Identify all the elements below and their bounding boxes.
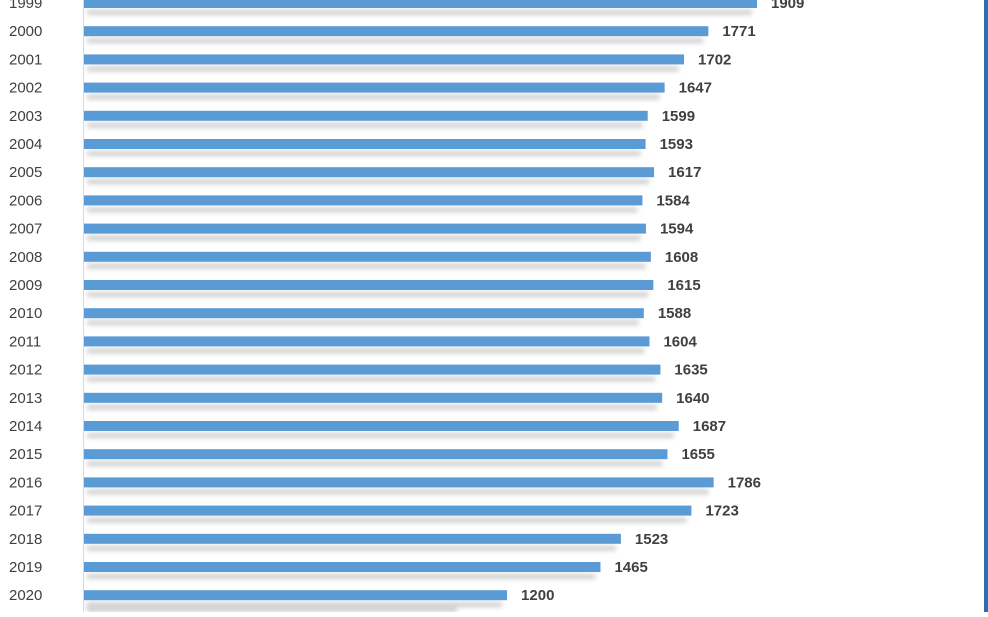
category-tick-label: 2018 [9, 531, 42, 548]
category-tick-label: 2000 [9, 23, 42, 40]
bar [84, 449, 668, 460]
category-tick-label: 2017 [9, 503, 42, 520]
bar [84, 562, 601, 572]
value-data-label: 1593 [660, 136, 693, 153]
bar-shadow [87, 602, 503, 608]
value-data-label: 1771 [722, 23, 755, 40]
bar-shadow [87, 606, 457, 612]
value-data-label: 1655 [681, 446, 714, 463]
bar [84, 0, 757, 8]
bar-shadow [87, 489, 709, 495]
bar [84, 139, 646, 149]
bar [84, 392, 663, 403]
bar-shadow [87, 10, 752, 15]
bars [84, 0, 757, 601]
category-tick-label: 2010 [9, 305, 42, 322]
bar [84, 195, 643, 206]
bar [84, 364, 661, 375]
bar [84, 251, 651, 262]
category-tick-label: 2004 [9, 136, 42, 153]
value-data-label: 1584 [656, 192, 690, 209]
category-tick-label: 2020 [9, 587, 42, 604]
category-tick-label: 2003 [9, 108, 42, 125]
bar-shadow [87, 235, 641, 241]
bar [84, 54, 685, 65]
bar [84, 590, 508, 601]
bar-shadow [87, 517, 687, 523]
value-data-label: 1588 [658, 305, 691, 322]
bar [84, 167, 655, 178]
category-tick-label: 1999 [9, 0, 42, 12]
category-tick-label: 2009 [9, 277, 42, 294]
bar-shadow [87, 66, 680, 72]
bar [84, 421, 679, 431]
value-data-label: 1786 [728, 474, 761, 491]
bar [84, 533, 621, 544]
bar-shadow [87, 38, 704, 44]
bar-shadow [87, 461, 663, 467]
bar-shadow [87, 433, 674, 438]
bar [84, 110, 648, 121]
category-tick-label: 2014 [9, 418, 42, 435]
value-data-label: 1723 [705, 503, 738, 520]
value-data-label: 1647 [679, 80, 712, 97]
value-data-labels: 1909 1771 1702 1647 1599 1593 1617 1584 1594 1608… [521, 0, 804, 604]
value-data-label: 1640 [676, 390, 709, 407]
bar [84, 26, 709, 37]
frame-border [984, 0, 988, 612]
bar [84, 336, 650, 347]
category-tick-label: 2005 [9, 164, 42, 181]
bar-shadow [87, 574, 596, 579]
category-tick-label: 2011 [9, 333, 41, 350]
value-data-label: 1615 [667, 277, 700, 294]
bar-shadow [87, 94, 660, 100]
category-tick-label: 2016 [9, 474, 42, 491]
bar [84, 308, 644, 319]
value-data-label: 1608 [665, 249, 698, 266]
value-data-label: 1909 [771, 0, 804, 12]
bar-shadow [87, 292, 649, 297]
value-data-label: 1617 [668, 164, 701, 181]
value-data-label: 1465 [614, 559, 647, 576]
bar-shadow [87, 207, 638, 213]
bar-shadow [87, 179, 650, 185]
value-data-label: 1599 [662, 108, 695, 125]
bar-shadow [87, 376, 656, 382]
category-tick-label: 2013 [9, 390, 42, 407]
bar [84, 505, 692, 516]
bar-shadows [87, 10, 752, 612]
bar-shadow [87, 263, 646, 269]
value-data-label: 1604 [663, 333, 697, 350]
value-data-label: 1702 [698, 51, 731, 68]
value-data-label: 1687 [693, 418, 726, 435]
category-tick-label: 2002 [9, 80, 42, 97]
category-tick-label: 2015 [9, 446, 42, 463]
category-tick-label: 2001 [9, 51, 42, 68]
value-data-label: 1594 [660, 221, 694, 238]
category-tick-label: 2008 [9, 249, 42, 266]
value-data-label: 1200 [521, 587, 554, 604]
value-data-label: 1635 [674, 362, 707, 379]
bar [84, 223, 646, 234]
bar [84, 280, 654, 290]
category-tick-label: 2012 [9, 362, 42, 379]
bar-shadow [87, 122, 643, 128]
bar-shadow [87, 320, 639, 326]
bar-shadow [87, 348, 645, 354]
bar-shadow [87, 151, 641, 156]
value-data-label: 1523 [635, 531, 668, 548]
category-tick-label: 2019 [9, 559, 42, 576]
category-tick-label: 2006 [9, 192, 42, 209]
bar-shadow [87, 404, 658, 410]
bar [84, 82, 665, 93]
bar [84, 477, 714, 488]
category-tick-labels: 1999 2000 2001 2002 2003 2004 2005 2006 2007 2008… [9, 0, 42, 604]
category-tick-label: 2007 [9, 221, 42, 238]
bar-shadow [87, 545, 616, 551]
